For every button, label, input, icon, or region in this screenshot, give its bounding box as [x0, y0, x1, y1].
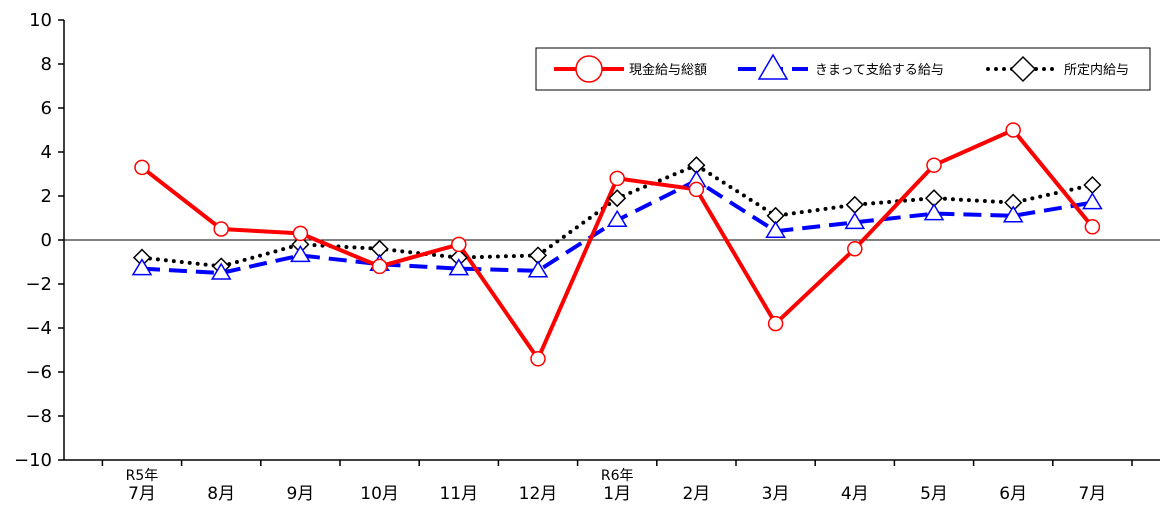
data-point	[688, 181, 705, 198]
data-point	[845, 195, 864, 214]
x-tick-label: 5月	[920, 484, 948, 504]
legend-item: 現金給与総額	[554, 55, 707, 83]
data-point	[292, 225, 309, 242]
legend-box	[535, 47, 1151, 91]
data-point	[527, 260, 549, 278]
x-tick-label: 12月	[519, 484, 558, 504]
legend: 現金給与総額 きまって支給する給与 所定内給与	[535, 47, 1151, 91]
data-point	[134, 159, 150, 176]
data-point	[765, 220, 786, 238]
y-axis: 10 8 6 4 2 0 −2 −4 −6 −8 −10	[14, 10, 65, 471]
x-tick-label: 2月	[682, 484, 710, 504]
x-tick-label: 9月	[286, 484, 314, 504]
y-tick-label: 10	[29, 10, 52, 31]
legend-item: きまって支給する給与	[738, 53, 944, 80]
y-tick-label: 2	[41, 186, 52, 207]
legend-label: 所定内給与	[1064, 62, 1129, 78]
y-tick-label: −8	[25, 406, 52, 427]
data-point	[371, 258, 388, 275]
data-point	[451, 236, 467, 253]
legend-marker	[757, 53, 789, 80]
data-point	[1005, 122, 1021, 138]
legend-item: 所定内給与	[986, 55, 1129, 83]
x-tick-label: 7月	[128, 484, 156, 504]
legend-marker	[575, 55, 603, 83]
y-tick-label: −4	[25, 318, 52, 339]
legend-marker	[1009, 55, 1037, 83]
x-tick-label: 3月	[762, 484, 790, 504]
x-tick-label: 6月	[999, 484, 1027, 504]
x-tick-label: 7月	[1078, 484, 1106, 504]
data-point	[844, 211, 866, 230]
data-point	[290, 244, 311, 263]
y-tick-label: 8	[41, 54, 52, 75]
series-line	[140, 128, 1094, 361]
data-point	[926, 157, 942, 173]
data-point	[923, 203, 945, 221]
data-point	[1002, 205, 1024, 223]
data-point	[1083, 175, 1102, 195]
x-tick-label: 10月	[360, 484, 399, 504]
data-point	[767, 315, 784, 332]
data-point	[210, 262, 232, 280]
y-tick-label: 4	[41, 142, 52, 163]
legend-label: きまって支給する給与	[815, 63, 944, 78]
series-layer	[131, 122, 1103, 367]
series-2-markers	[131, 170, 1103, 280]
x-tick-label: 8月	[207, 484, 235, 504]
data-point	[609, 170, 625, 187]
data-point	[847, 241, 863, 257]
x-tick-label: 11月	[439, 484, 478, 504]
data-point	[448, 258, 470, 276]
data-point	[608, 189, 627, 208]
y-tick-label: −2	[25, 274, 52, 295]
data-point	[1084, 219, 1101, 235]
y-tick-label: −6	[25, 362, 52, 383]
data-point	[530, 351, 546, 367]
data-point	[213, 221, 229, 237]
series-1-markers	[134, 122, 1101, 367]
series-1	[140, 128, 1094, 361]
y-tick-label: −10	[14, 450, 52, 471]
x-tick-label: 1月	[603, 484, 631, 504]
data-point	[1082, 192, 1103, 210]
series-3-markers	[132, 156, 1102, 276]
legend-label: 現金給与総額	[629, 62, 707, 78]
x-tick-label: 4月	[841, 484, 869, 504]
y-tick-label: 6	[41, 98, 52, 119]
data-point	[131, 258, 153, 276]
era-label: R5年	[126, 468, 159, 484]
y-tick-label: 0	[41, 230, 52, 251]
era-label: R6年	[601, 468, 634, 484]
data-point	[606, 209, 628, 227]
